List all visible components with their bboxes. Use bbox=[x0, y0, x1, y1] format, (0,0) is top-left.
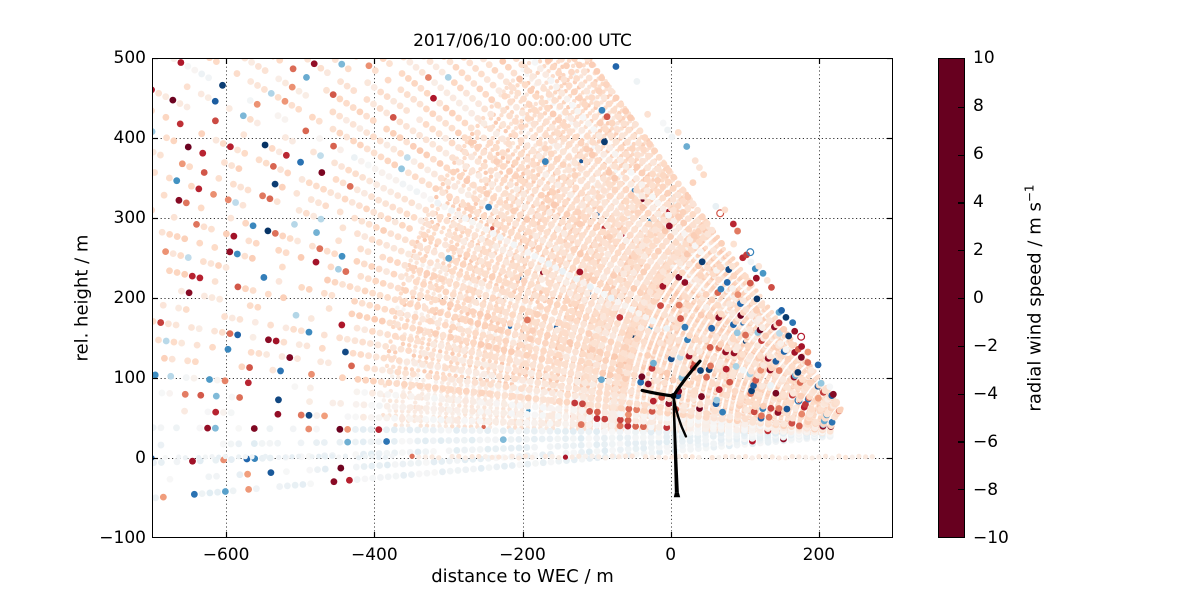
y-tick-label: −100 bbox=[99, 528, 146, 548]
colorbar-tick-mark bbox=[958, 298, 964, 300]
colorbar-tick-label: 4 bbox=[973, 192, 984, 212]
y-tick-label: 0 bbox=[135, 448, 146, 468]
colorbar-tick-label: 2 bbox=[973, 240, 984, 260]
colorbar-tick-label: −2 bbox=[973, 336, 999, 356]
x-axis-label: distance to WEC / m bbox=[431, 566, 614, 587]
x-tick-label: −600 bbox=[202, 545, 250, 565]
colorbar-tick-mark bbox=[958, 202, 964, 204]
colorbar bbox=[938, 58, 965, 538]
colorbar-label-exponent: −1 bbox=[1022, 184, 1037, 203]
colorbar-tick-label: −8 bbox=[973, 480, 999, 500]
colorbar-tick-mark bbox=[958, 106, 964, 109]
colorbar-label: radial wind speed / m s−1 bbox=[1023, 184, 1046, 411]
x-tick-label: 0 bbox=[665, 545, 677, 565]
x-tick-label: −400 bbox=[350, 545, 398, 565]
plot-title: 2017/06/10 00:00:00 UTC bbox=[413, 31, 632, 51]
x-tick-label: −200 bbox=[499, 545, 546, 565]
colorbar-tick-mark bbox=[958, 441, 964, 443]
scatter-plot-canvas bbox=[152, 58, 893, 538]
y-tick-label: 100 bbox=[113, 368, 146, 388]
colorbar-tick-label: −10 bbox=[973, 528, 1009, 548]
colorbar-tick-label: −4 bbox=[973, 384, 999, 404]
colorbar-tick-label: 6 bbox=[973, 144, 984, 164]
colorbar-tick-mark bbox=[958, 345, 964, 348]
y-tick-label: 200 bbox=[113, 288, 146, 308]
x-tick-label: 200 bbox=[802, 545, 836, 565]
colorbar-tick-label: −6 bbox=[973, 432, 999, 452]
colorbar-tick-label: 8 bbox=[973, 96, 984, 116]
y-axis-label: rel. height / m bbox=[71, 234, 93, 362]
colorbar-tick-mark bbox=[958, 154, 964, 156]
colorbar-tick-label: 10 bbox=[973, 48, 995, 68]
y-tick-label: 300 bbox=[113, 208, 146, 228]
colorbar-tick-mark bbox=[958, 489, 964, 491]
colorbar-tick-label: 0 bbox=[973, 288, 984, 308]
colorbar-tick-mark bbox=[958, 393, 964, 395]
y-tick-label: 500 bbox=[113, 48, 146, 68]
y-tick-label: 400 bbox=[113, 128, 146, 148]
colorbar-tick-mark bbox=[958, 250, 964, 252]
colorbar-label-base: radial wind speed / m s bbox=[1024, 202, 1046, 412]
